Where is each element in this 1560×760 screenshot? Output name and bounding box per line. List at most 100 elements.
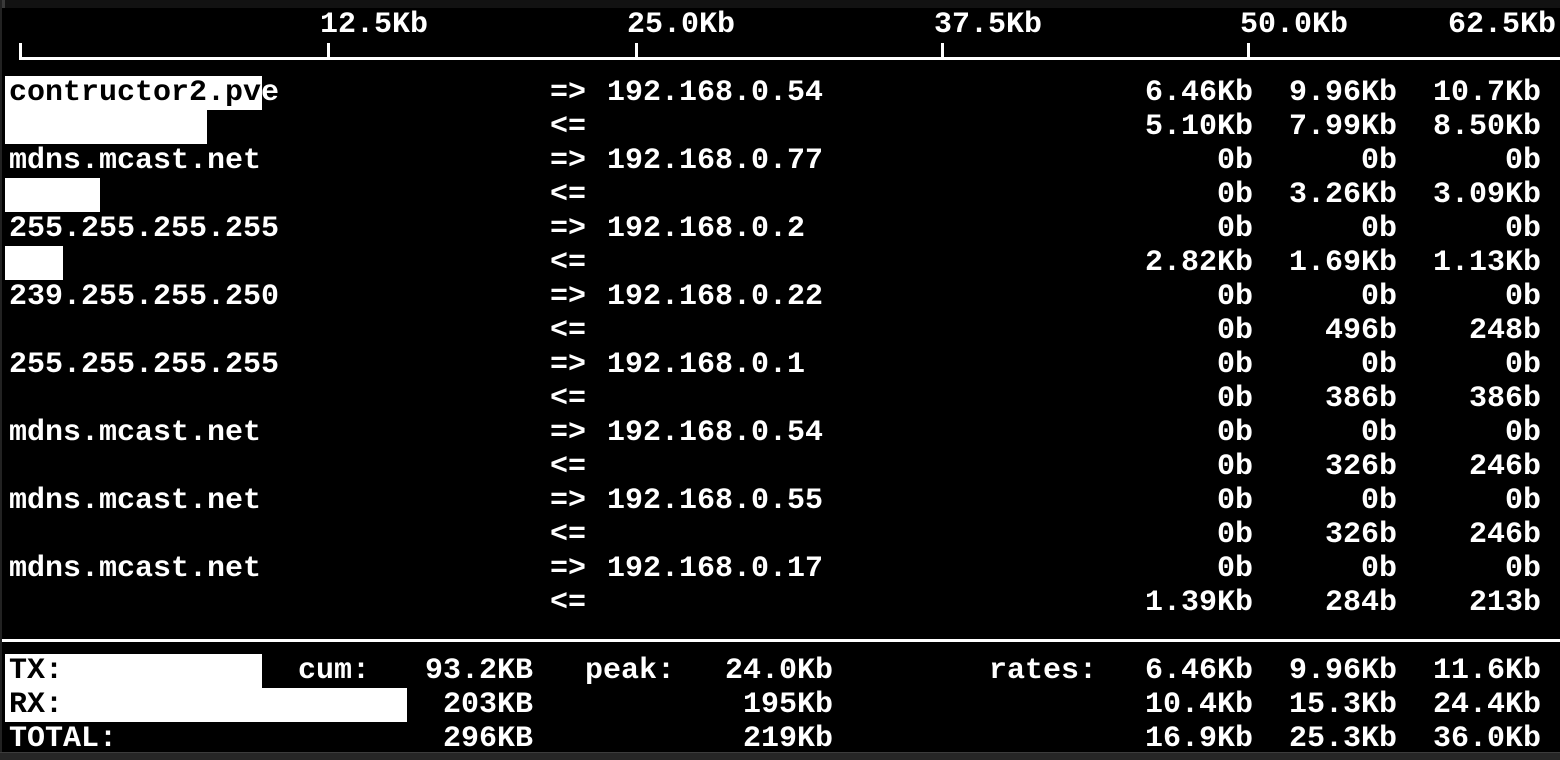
footer-rate-40s: 11.6Kb	[1432, 654, 1541, 688]
dst-host: 192.168.0.54	[607, 76, 824, 110]
scale-label: 50.0Kb	[1240, 8, 1349, 42]
tx-rate-10s: 0b	[1360, 484, 1397, 518]
footer-row-total: TOTAL: 296KB 219Kb 16.9Kb 25.3Kb 36.0Kb	[0, 722, 1560, 756]
tx-arrow-icon: =>	[550, 348, 587, 382]
tx-rate-2s: 0b	[1216, 484, 1253, 518]
peak-value: 24.0Kb	[724, 654, 833, 688]
window-top-left-notch	[0, 0, 5, 8]
tx-rate-10s: 0b	[1360, 416, 1397, 450]
tx-arrow-icon: =>	[550, 552, 587, 586]
scale-tick	[941, 43, 944, 60]
cum-column-label: cum:	[298, 654, 371, 688]
tx-rate-2s: 0b	[1216, 212, 1253, 246]
connection-row-rx: <= 0b 326b 246b	[0, 450, 1560, 484]
scale-label: 25.0Kb	[627, 8, 736, 42]
connection-row-tx: mdns.mcast.net => 192.168.0.55 0b 0b 0b	[0, 484, 1560, 518]
rx-bandwidth-bar	[5, 178, 100, 212]
rx-bandwidth-bar	[5, 110, 207, 144]
connection-row-rx: <= 0b 386b 386b	[0, 382, 1560, 416]
cum-value: 296KB	[442, 722, 533, 756]
rx-rate-2s: 5.10Kb	[1144, 110, 1253, 144]
dst-host: 192.168.0.1	[607, 348, 806, 382]
rx-rate-10s: 386b	[1324, 382, 1397, 416]
rx-rate-40s: 246b	[1468, 518, 1541, 552]
connection-row-rx: <= 0b 3.26Kb 3.09Kb	[0, 178, 1560, 212]
src-host: e	[261, 76, 280, 110]
rx-rate-40s: 386b	[1468, 382, 1541, 416]
cum-value: 93.2KB	[424, 654, 533, 688]
tx-rate-10s: 0b	[1360, 552, 1397, 586]
src-host: 255.255.255.255	[9, 348, 280, 382]
src-host: 239.255.255.250	[9, 280, 280, 314]
src-host: mdns.mcast.net	[9, 552, 262, 586]
tx-rate-10s: 0b	[1360, 348, 1397, 382]
footer-rate-10s: 25.3Kb	[1288, 722, 1397, 756]
tx-rate-40s: 0b	[1504, 280, 1541, 314]
tx-rate-2s: 0b	[1216, 552, 1253, 586]
tx-rate-10s: 9.96Kb	[1288, 76, 1397, 110]
peak-column-label: peak:	[585, 654, 676, 688]
peak-value: 219Kb	[742, 722, 833, 756]
scale-label: 62.5Kb	[1448, 8, 1557, 42]
rx-arrow-icon: <=	[550, 314, 587, 348]
rx-rate-10s: 496b	[1324, 314, 1397, 348]
tx-arrow-icon: =>	[550, 76, 587, 110]
tx-arrow-icon: =>	[550, 144, 587, 178]
window-top-edge	[0, 0, 1560, 8]
scale-label: 37.5Kb	[934, 8, 1043, 42]
rx-rate-10s: 326b	[1324, 450, 1397, 484]
connection-row-tx: mdns.mcast.net => 192.168.0.77 0b 0b 0b	[0, 144, 1560, 178]
scale-tick	[327, 43, 330, 60]
tx-arrow-icon: =>	[550, 484, 587, 518]
tx-rate-40s: 0b	[1504, 212, 1541, 246]
rx-arrow-icon: <=	[550, 178, 587, 212]
rx-rate-40s: 248b	[1468, 314, 1541, 348]
footer-rate-2s: 16.9Kb	[1144, 722, 1253, 756]
src-host: 255.255.255.255	[9, 212, 280, 246]
tx-rate-10s: 0b	[1360, 280, 1397, 314]
connection-row-rx: <= 1.39Kb 284b 213b	[0, 586, 1560, 620]
peak-value: 195Kb	[742, 688, 833, 722]
rx-rate-2s: 1.39Kb	[1144, 586, 1253, 620]
tx-rate-40s: 0b	[1504, 484, 1541, 518]
rx-rate-10s: 284b	[1324, 586, 1397, 620]
rates-column-label: rates:	[989, 654, 1098, 688]
tx-rate-2s: 6.46Kb	[1144, 76, 1253, 110]
src-host: mdns.mcast.net	[9, 416, 262, 450]
connection-row-tx: 255.255.255.255 => 192.168.0.1 0b 0b 0b	[0, 348, 1560, 382]
connection-row-tx: mdns.mcast.net => 192.168.0.54 0b 0b 0b	[0, 416, 1560, 450]
connection-row-rx: <= 0b 326b 246b	[0, 518, 1560, 552]
tx-rate-40s: 0b	[1504, 552, 1541, 586]
rx-rate-2s: 0b	[1216, 314, 1253, 348]
tx-rate-2s: 0b	[1216, 416, 1253, 450]
footer-row-tx: TX: cum: peak: rates: 93.2KB 24.0Kb 6.46Kb 9.96…	[0, 654, 1560, 688]
tx-arrow-icon: =>	[550, 280, 587, 314]
footer-row-label: TOTAL:	[9, 722, 118, 756]
tx-rate-10s: 0b	[1360, 144, 1397, 178]
connection-row-tx: contructor2.pv e => 192.168.0.54 6.46Kb 9.96K…	[0, 76, 1560, 110]
rx-rate-10s: 1.69Kb	[1288, 246, 1397, 280]
rx-rate-2s: 2.82Kb	[1144, 246, 1253, 280]
rx-arrow-icon: <=	[550, 450, 587, 484]
scale-label: 12.5Kb	[320, 8, 429, 42]
rx-arrow-icon: <=	[550, 586, 587, 620]
connection-row-rx: <= 5.10Kb 7.99Kb 8.50Kb	[0, 110, 1560, 144]
scale-tick	[19, 43, 22, 60]
rx-rate-2s: 0b	[1216, 518, 1253, 552]
footer-row-label: TX:	[9, 654, 64, 688]
footer-rate-10s: 9.96Kb	[1288, 654, 1397, 688]
rx-rate-40s: 246b	[1468, 450, 1541, 484]
footer-rate-40s: 24.4Kb	[1432, 688, 1541, 722]
tx-rate-10s: 0b	[1360, 212, 1397, 246]
scale-ruler-line	[19, 57, 1560, 60]
rx-rate-40s: 3.09Kb	[1432, 178, 1541, 212]
connection-row-rx: <= 2.82Kb 1.69Kb 1.13Kb	[0, 246, 1560, 280]
scale-tick	[1247, 43, 1250, 60]
footer-row-label: RX:	[9, 688, 64, 722]
footer-rate-2s: 6.46Kb	[1144, 654, 1253, 688]
rx-rate-40s: 213b	[1468, 586, 1541, 620]
footer-separator-line	[2, 639, 1560, 642]
src-host: mdns.mcast.net	[9, 144, 262, 178]
rx-rate-10s: 7.99Kb	[1288, 110, 1397, 144]
